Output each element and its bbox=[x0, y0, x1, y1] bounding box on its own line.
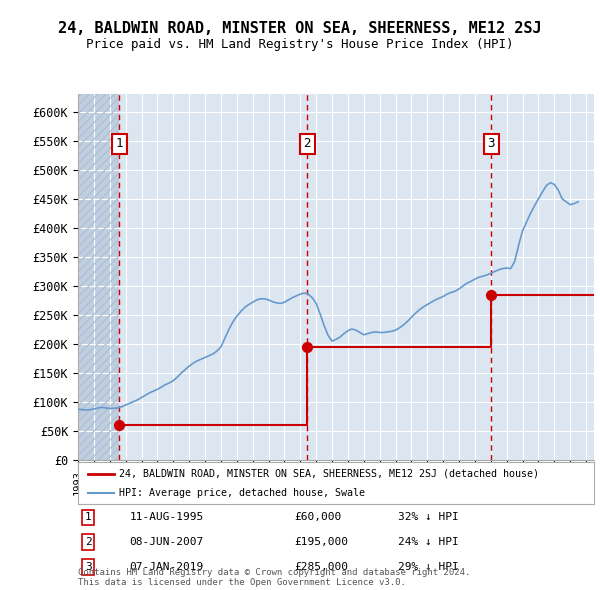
Text: 1: 1 bbox=[85, 512, 92, 522]
Text: 2: 2 bbox=[304, 137, 311, 150]
Text: £285,000: £285,000 bbox=[295, 562, 349, 572]
Text: Price paid vs. HM Land Registry's House Price Index (HPI): Price paid vs. HM Land Registry's House … bbox=[86, 38, 514, 51]
Text: 1: 1 bbox=[116, 137, 123, 150]
Text: 11-AUG-1995: 11-AUG-1995 bbox=[130, 512, 204, 522]
Text: 24, BALDWIN ROAD, MINSTER ON SEA, SHEERNESS, ME12 2SJ: 24, BALDWIN ROAD, MINSTER ON SEA, SHEERN… bbox=[58, 21, 542, 35]
Text: Contains HM Land Registry data © Crown copyright and database right 2024.
This d: Contains HM Land Registry data © Crown c… bbox=[78, 568, 470, 587]
Text: 08-JUN-2007: 08-JUN-2007 bbox=[130, 537, 204, 547]
Text: 3: 3 bbox=[85, 562, 92, 572]
Text: £60,000: £60,000 bbox=[295, 512, 342, 522]
Text: £195,000: £195,000 bbox=[295, 537, 349, 547]
Text: 07-JAN-2019: 07-JAN-2019 bbox=[130, 562, 204, 572]
Text: 24, BALDWIN ROAD, MINSTER ON SEA, SHEERNESS, ME12 2SJ (detached house): 24, BALDWIN ROAD, MINSTER ON SEA, SHEERN… bbox=[119, 469, 539, 479]
Text: 24% ↓ HPI: 24% ↓ HPI bbox=[398, 537, 458, 547]
Text: 29% ↓ HPI: 29% ↓ HPI bbox=[398, 562, 458, 572]
Text: HPI: Average price, detached house, Swale: HPI: Average price, detached house, Swal… bbox=[119, 487, 365, 497]
Text: 2: 2 bbox=[85, 537, 92, 547]
Text: 32% ↓ HPI: 32% ↓ HPI bbox=[398, 512, 458, 522]
Text: 3: 3 bbox=[487, 137, 495, 150]
